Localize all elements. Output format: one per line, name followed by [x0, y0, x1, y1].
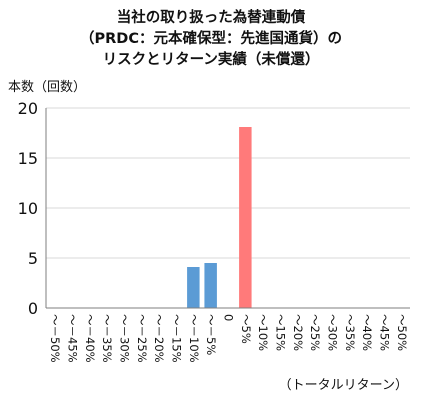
x-category-label: ～－30% [118, 314, 132, 363]
chart-title-line-1: 当社の取り扱った為替連動債 [116, 10, 306, 26]
chart-title-line-3: リスクとリターン実績（未償還） [102, 52, 320, 68]
x-category-label: 0 [222, 314, 236, 321]
y-tick-label: 15 [18, 149, 38, 168]
x-category-label: ～－20% [152, 314, 166, 363]
x-category-label: ～15% [274, 314, 288, 351]
x-category-label: ～5% [239, 314, 253, 344]
x-category-label: ～－40% [83, 314, 97, 363]
x-category-label: ～－5% [204, 314, 218, 355]
y-axis-label: 本数（回数） [8, 80, 87, 95]
y-tick-label: 10 [18, 199, 38, 218]
y-tick-label: 0 [28, 299, 38, 318]
x-category-label: ～－10% [187, 314, 201, 363]
y-tick-label: 20 [18, 99, 38, 118]
x-category-label: ～25% [308, 314, 322, 351]
bar [187, 267, 200, 308]
x-category-label: ～－15% [170, 314, 184, 363]
x-category-label: ～35% [343, 314, 357, 351]
x-category-label: ～40% [360, 314, 374, 351]
x-category-label: ～－50% [48, 314, 62, 363]
y-tick-label: 5 [28, 249, 38, 268]
x-category-label: ～20% [291, 314, 305, 351]
x-category-label: ～50% [395, 314, 409, 351]
chart-title-line-2: （PRDC：元本確保型：先進国通貨）の [80, 31, 342, 47]
bar [204, 263, 217, 308]
x-category-label: ～45% [378, 314, 392, 351]
x-category-label: ～－35% [100, 314, 114, 363]
bar [239, 127, 252, 308]
x-category-label: ～－25% [135, 314, 149, 363]
x-category-label: ～30% [326, 314, 340, 351]
x-category-label: ～－45% [66, 314, 80, 363]
x-category-label: ～10% [256, 314, 270, 351]
x-axis-label: （トータルリターン） [278, 378, 408, 393]
chart-title: 当社の取り扱った為替連動債 （PRDC：元本確保型：先進国通貨）の リスクとリタ… [0, 8, 422, 71]
